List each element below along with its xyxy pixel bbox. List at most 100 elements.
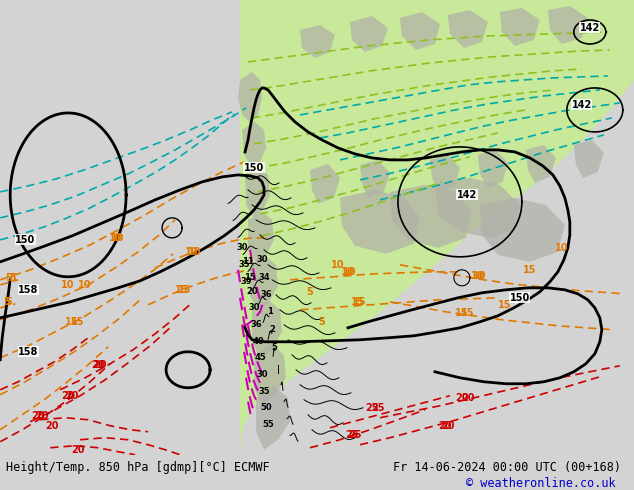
Text: 30: 30 [236, 244, 248, 252]
Text: 11: 11 [242, 257, 254, 267]
Polygon shape [400, 12, 440, 50]
Text: 5: 5 [307, 287, 313, 297]
Polygon shape [580, 0, 634, 45]
Text: 150: 150 [244, 163, 264, 173]
Text: 25: 25 [346, 430, 359, 440]
Text: 10: 10 [473, 271, 487, 281]
Text: 10: 10 [61, 280, 75, 290]
Text: 39: 39 [240, 277, 252, 286]
Text: 15: 15 [178, 285, 192, 295]
Text: 40: 40 [252, 337, 264, 346]
Text: Height/Temp. 850 hPa [gdmp][°C] ECMWF: Height/Temp. 850 hPa [gdmp][°C] ECMWF [6, 461, 270, 473]
Polygon shape [430, 155, 460, 192]
Text: 20: 20 [65, 391, 79, 401]
Text: 20: 20 [455, 393, 469, 403]
Polygon shape [435, 178, 520, 238]
Text: 35: 35 [258, 387, 270, 396]
Text: 50: 50 [260, 403, 272, 412]
Text: 15: 15 [523, 265, 536, 275]
Text: 20: 20 [246, 287, 258, 296]
Text: 35: 35 [238, 260, 250, 270]
Text: 5: 5 [5, 297, 11, 307]
Text: 20: 20 [91, 360, 105, 370]
Text: 5: 5 [319, 317, 325, 327]
Text: 15: 15 [461, 308, 475, 318]
Text: 5: 5 [9, 273, 16, 283]
Text: 30: 30 [249, 303, 260, 312]
Text: 36: 36 [250, 320, 262, 329]
Polygon shape [480, 198, 565, 262]
Polygon shape [526, 145, 556, 183]
Text: 15: 15 [176, 285, 189, 295]
Text: 10: 10 [185, 247, 199, 257]
Text: 25: 25 [372, 403, 385, 413]
Polygon shape [248, 212, 274, 262]
Text: 25: 25 [348, 430, 362, 440]
Text: 20: 20 [441, 421, 455, 431]
Text: 55: 55 [262, 420, 274, 429]
Text: 15: 15 [498, 300, 512, 310]
Text: 158: 158 [18, 285, 39, 295]
Text: 142: 142 [579, 23, 600, 33]
Text: 10: 10 [341, 267, 355, 277]
Text: 158: 158 [18, 347, 39, 357]
Text: © weatheronline.co.uk: © weatheronline.co.uk [466, 477, 616, 490]
Text: 10: 10 [343, 267, 357, 277]
Polygon shape [548, 6, 588, 44]
Text: 10: 10 [110, 233, 123, 243]
Polygon shape [254, 344, 286, 405]
Text: 5: 5 [5, 273, 11, 283]
Text: 150: 150 [15, 235, 36, 245]
Text: 20: 20 [461, 393, 475, 403]
Text: 15: 15 [351, 297, 365, 307]
Polygon shape [448, 10, 488, 48]
Text: Fr 14-06-2024 00:00 UTC (00+168): Fr 14-06-2024 00:00 UTC (00+168) [393, 461, 621, 473]
Text: 142: 142 [456, 190, 477, 200]
Text: 15: 15 [65, 317, 79, 327]
Polygon shape [574, 140, 604, 178]
Text: 20: 20 [438, 421, 451, 431]
Text: 45: 45 [254, 353, 266, 362]
Text: 20: 20 [93, 360, 107, 370]
Text: 10: 10 [112, 233, 125, 243]
Text: 20: 20 [36, 411, 49, 421]
Polygon shape [390, 185, 472, 248]
Polygon shape [500, 8, 540, 46]
Text: 15: 15 [455, 308, 469, 318]
Text: 10: 10 [331, 260, 345, 270]
Text: 2: 2 [269, 325, 275, 334]
Text: 5: 5 [3, 297, 10, 307]
Polygon shape [245, 167, 270, 218]
Polygon shape [252, 300, 282, 358]
Text: 30: 30 [256, 370, 268, 379]
Text: 10: 10 [79, 280, 92, 290]
Polygon shape [310, 164, 340, 204]
Text: 20: 20 [72, 445, 85, 455]
Polygon shape [242, 122, 266, 168]
Polygon shape [250, 256, 278, 310]
Text: 20: 20 [32, 411, 45, 421]
Polygon shape [360, 160, 390, 198]
Text: 142: 142 [572, 100, 592, 110]
Polygon shape [500, 0, 634, 90]
Text: 10: 10 [555, 243, 569, 253]
Text: 20: 20 [46, 421, 59, 431]
Text: 150: 150 [510, 293, 530, 303]
Polygon shape [350, 16, 388, 52]
Polygon shape [238, 72, 262, 122]
Text: 10: 10 [471, 271, 484, 281]
Polygon shape [340, 190, 420, 254]
Polygon shape [240, 0, 634, 455]
Text: 25: 25 [365, 403, 378, 413]
Polygon shape [478, 150, 508, 188]
Text: 5: 5 [271, 343, 277, 352]
Text: 15: 15 [244, 273, 256, 282]
Text: 34: 34 [258, 273, 270, 282]
Text: 36: 36 [260, 290, 272, 299]
Text: 30: 30 [256, 255, 268, 264]
Text: 15: 15 [353, 297, 366, 307]
Text: 1: 1 [267, 307, 273, 317]
Text: 15: 15 [72, 317, 85, 327]
Text: 20: 20 [61, 391, 75, 401]
Polygon shape [256, 386, 290, 450]
